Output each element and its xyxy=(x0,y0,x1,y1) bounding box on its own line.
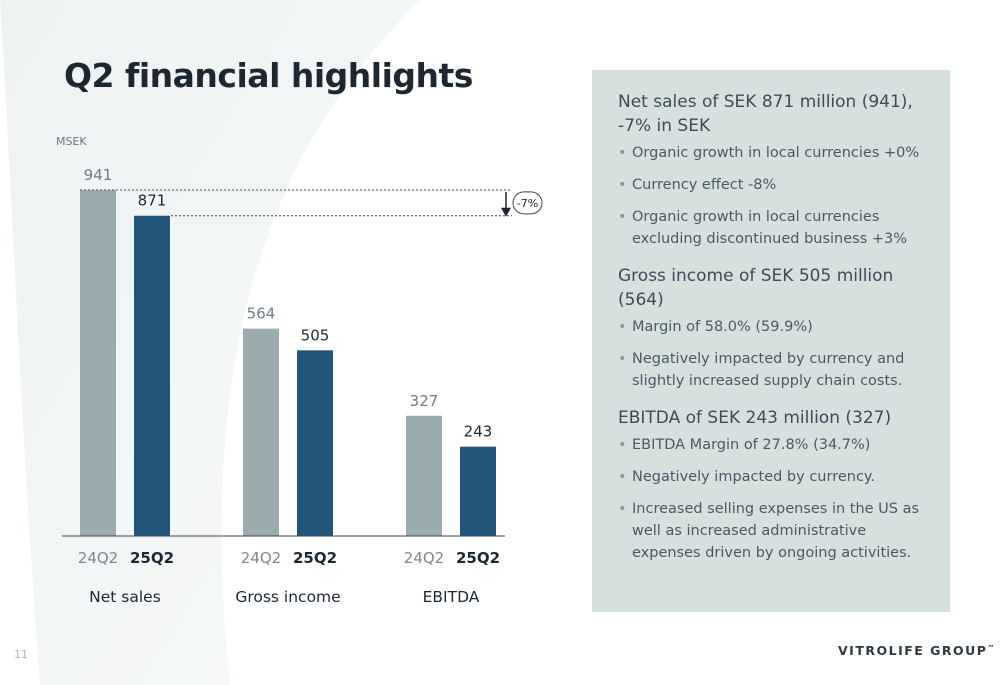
bar-chart: MSEK 941 24Q2 871 25Q2 Net sales 564 24Q2 505 25Q… xyxy=(56,135,543,606)
data-label: 505 xyxy=(301,326,330,344)
bar-25q2-1 xyxy=(297,350,333,536)
section-heading-line: -7% in SEK xyxy=(618,116,711,136)
bullet-item: Currency effect -8% xyxy=(618,174,932,196)
section-heading: Net sales of SEK 871 million (941), -7% i… xyxy=(618,90,932,138)
period-tick-label: 25Q2 xyxy=(456,549,500,567)
section-heading: EBITDA of SEK 243 million (327) xyxy=(618,406,932,430)
data-label: 941 xyxy=(84,166,113,184)
period-tick-label: 25Q2 xyxy=(130,549,174,567)
highlight-section: Gross income of SEK 505 million (564) Mar… xyxy=(618,264,932,392)
unit-label: MSEK xyxy=(56,135,87,148)
section-heading-line: Net sales of SEK 871 million (941), xyxy=(618,92,913,112)
group-label: EBITDA xyxy=(423,588,480,606)
data-label: 243 xyxy=(464,423,493,441)
bar-25q2-2 xyxy=(460,446,496,536)
data-label: 871 xyxy=(138,192,167,210)
period-tick-label: 25Q2 xyxy=(293,549,337,567)
bullet-list: Margin of 58.0% (59.9%) Negatively impact… xyxy=(618,316,932,392)
section-heading: Gross income of SEK 505 million (564) xyxy=(618,264,932,312)
brand-logo: VITROLIFE GROUP™ xyxy=(838,643,994,658)
data-label: 327 xyxy=(410,392,439,410)
page-title: Q2 financial highlights xyxy=(64,56,473,95)
bullet-list: Organic growth in local currencies +0% Cu… xyxy=(618,142,932,250)
bullet-list: EBITDA Margin of 27.8% (34.7%) Negatively… xyxy=(618,434,932,564)
page-number: 11 xyxy=(14,648,28,661)
change-badge-label: -7% xyxy=(517,197,538,210)
group-label: Gross income xyxy=(235,588,340,606)
bullet-item: EBITDA Margin of 27.8% (34.7%) xyxy=(618,434,932,456)
bullet-item: Negatively impacted by currency. xyxy=(618,466,932,488)
period-tick-label: 24Q2 xyxy=(404,549,444,567)
period-tick-label: 24Q2 xyxy=(241,549,281,567)
period-tick-label: 24Q2 xyxy=(78,549,118,567)
bar-24q2-0 xyxy=(80,190,116,536)
section-heading-line: Gross income of SEK 505 million (564) xyxy=(618,266,894,310)
bullet-item: Increased selling expenses in the US as … xyxy=(618,498,932,564)
highlight-section: EBITDA of SEK 243 million (327) EBITDA Ma… xyxy=(618,406,932,564)
section-heading-line: EBITDA of SEK 243 million (327) xyxy=(618,408,892,428)
change-arrow-head-icon xyxy=(501,207,511,217)
group-label: Net sales xyxy=(89,588,161,606)
bullet-item: Margin of 58.0% (59.9%) xyxy=(618,316,932,338)
bullet-item: Organic growth in local currencies exclu… xyxy=(618,206,932,250)
bar-24q2-2 xyxy=(406,415,442,536)
bar-24q2-1 xyxy=(243,328,279,536)
brand-trademark: ™ xyxy=(987,643,995,652)
data-label: 564 xyxy=(247,305,276,323)
change-badge xyxy=(512,191,543,215)
brand-name: VITROLIFE GROUP xyxy=(838,643,988,658)
bullet-item: Organic growth in local currencies +0% xyxy=(618,142,932,164)
bullet-item: Negatively impacted by currency and slig… xyxy=(618,348,932,392)
bar-25q2-0 xyxy=(134,215,170,536)
highlights-panel: Net sales of SEK 871 million (941), -7% i… xyxy=(592,70,950,612)
highlight-section: Net sales of SEK 871 million (941), -7% i… xyxy=(618,90,932,250)
